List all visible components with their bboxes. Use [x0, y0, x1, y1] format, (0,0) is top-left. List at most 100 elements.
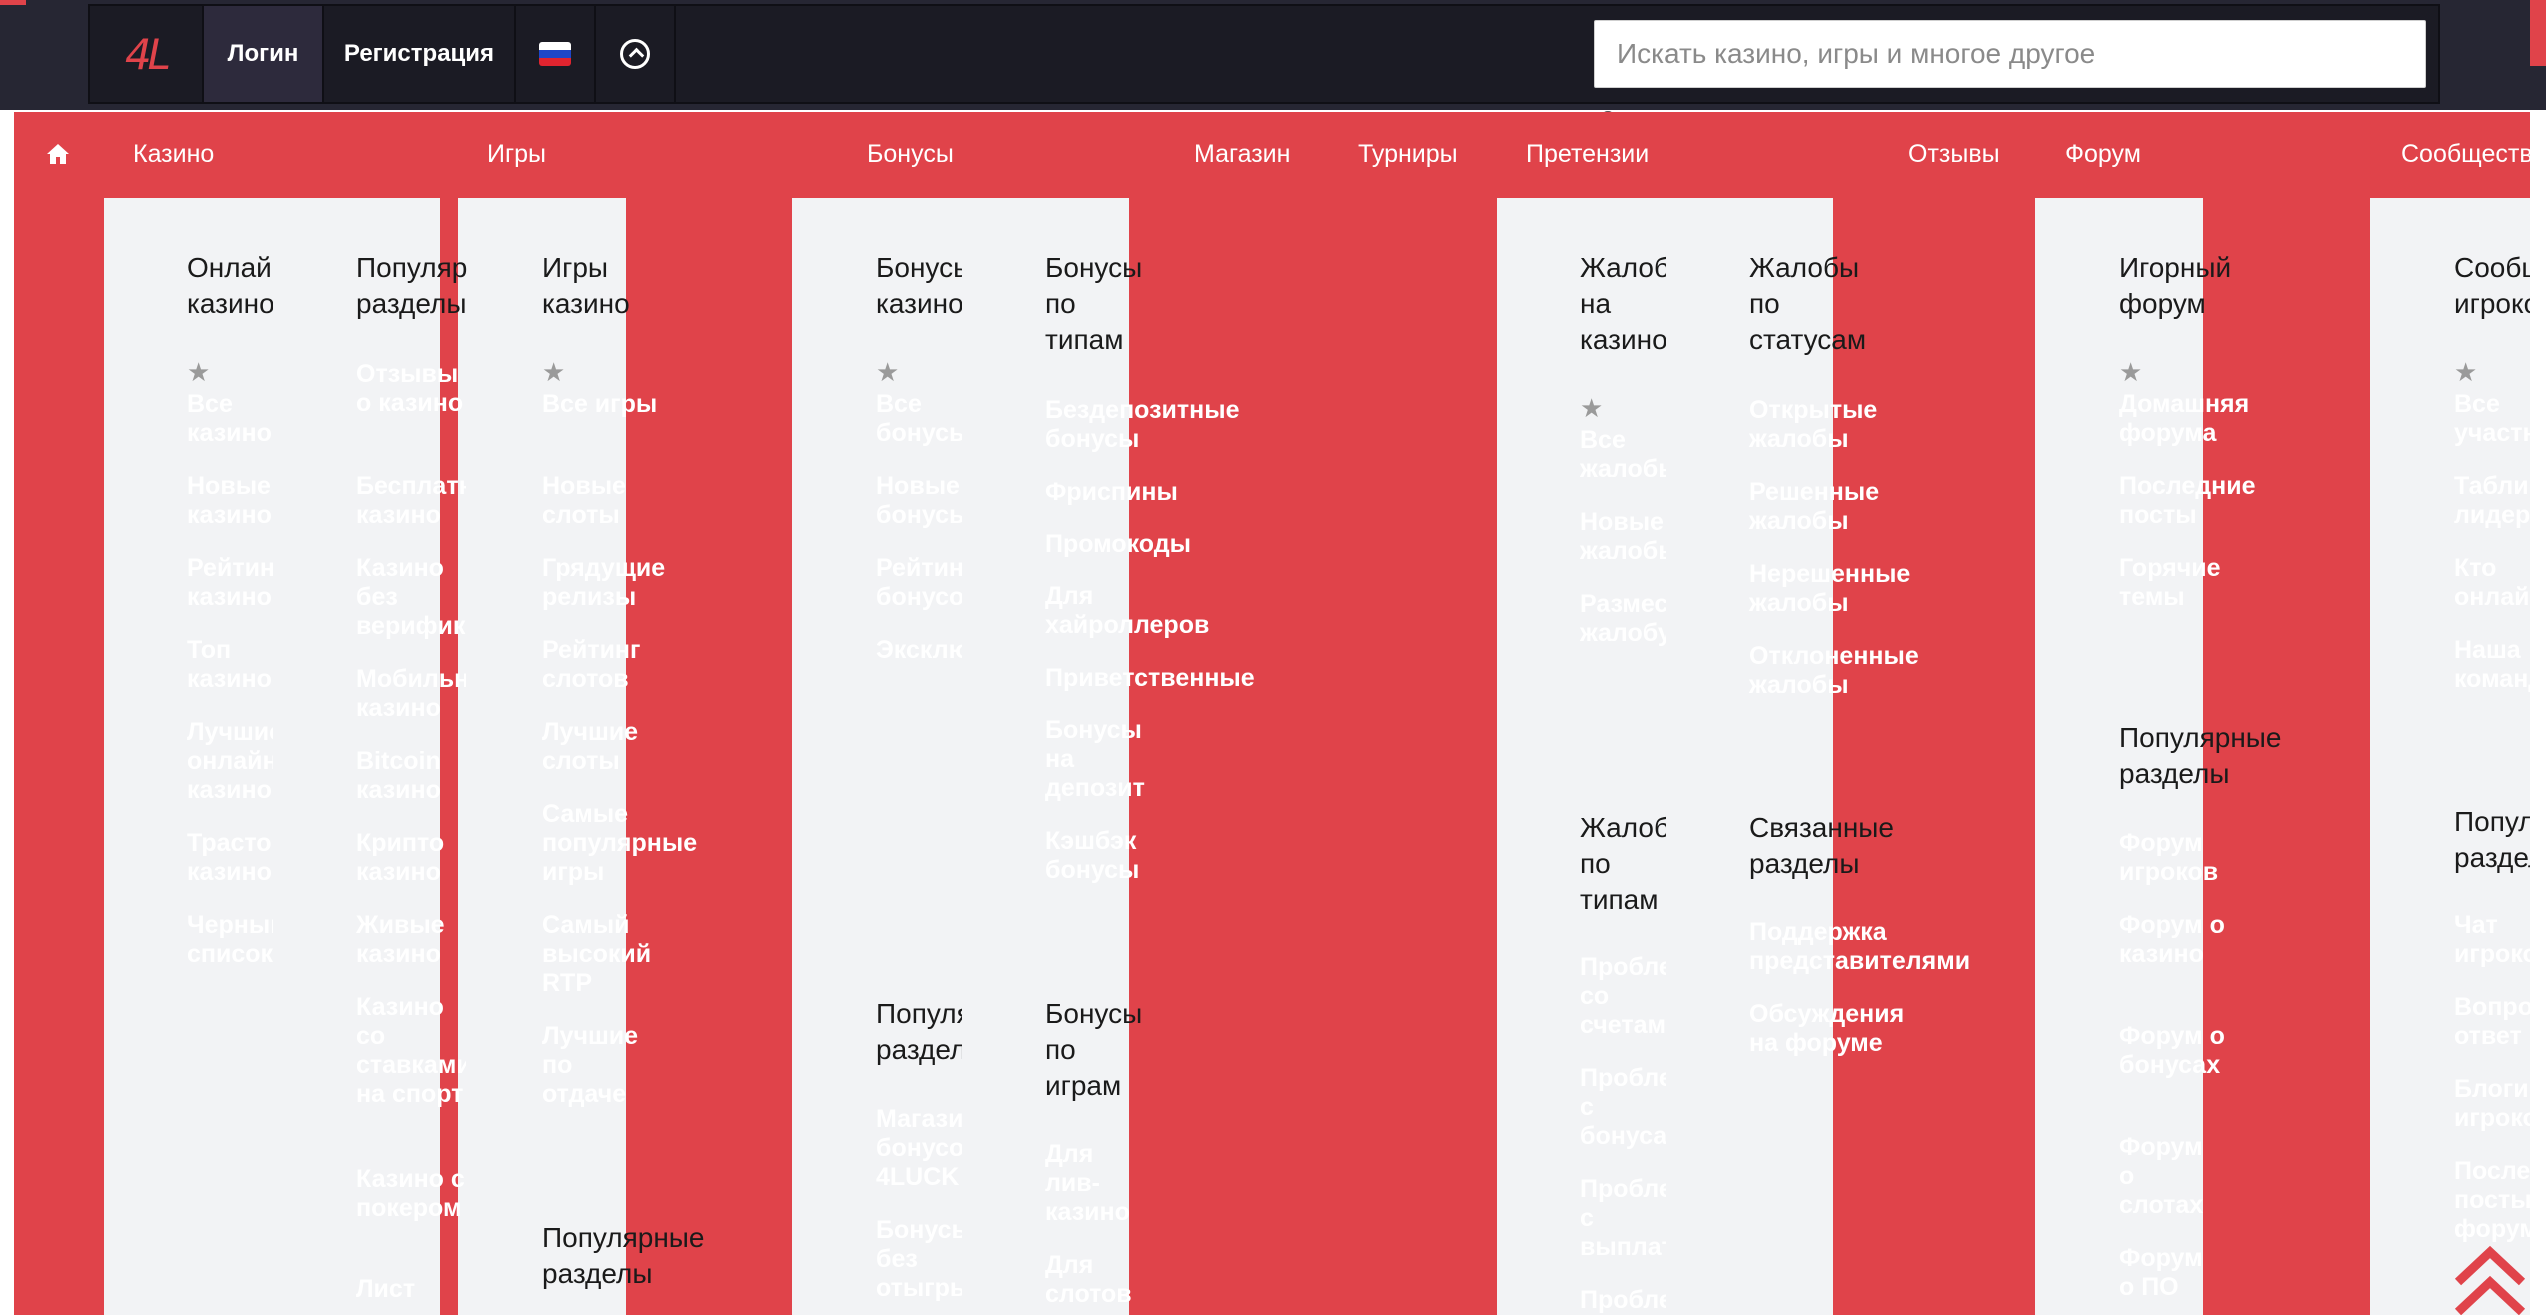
menu-link-bonus-forum[interactable]: Форум о бонусах	[2119, 1022, 2225, 1079]
menu-link-no-wager[interactable]: Бонусы без отыгрыша	[876, 1216, 962, 1302]
menu-link-welcome[interactable]: Приветственные	[1045, 664, 1255, 692]
russia-flag-icon	[539, 42, 571, 66]
menu-link-new-slots[interactable]: Новые слоты	[542, 472, 626, 529]
nav-tournaments[interactable]: Турниры	[1358, 140, 1458, 168]
forum-menu-panel	[2035, 198, 2203, 1315]
home-icon[interactable]	[46, 142, 70, 166]
menu-link-rep-support[interactable]: Поддержка представителями	[1749, 918, 1971, 975]
menu-link-latest-posts[interactable]: Последние посты	[2119, 472, 2256, 529]
menu-link-high-rollers[interactable]: Для хайроллеров	[1045, 582, 1210, 639]
menu-link-live[interactable]: Живые казино	[356, 911, 445, 968]
menu-link-bonus-issues[interactable]: Проблемы с бонусами	[1580, 1064, 1666, 1150]
menu-link-no-kyc[interactable]: Казино без верификации	[356, 554, 466, 640]
games-popular-title: Популярные разделы	[542, 1222, 705, 1289]
casino-col2-title: Популярные разделы	[356, 252, 468, 319]
complaints-menu-panel	[1497, 198, 1833, 1315]
menu-link-deposit-bonus[interactable]: Бонусы на депозит	[1045, 716, 1145, 802]
menu-link-qa[interactable]: Вопрос-ответ	[2454, 993, 2530, 1050]
star-icon: ★	[876, 358, 900, 388]
menu-link-free-spins[interactable]: Фриспины	[1045, 478, 1178, 506]
menu-link-bonus-rating[interactable]: Рейтинг бонусов	[876, 554, 962, 611]
menu-link-who-online[interactable]: Кто онлайн	[2454, 554, 2530, 611]
menu-link-new-casinos[interactable]: Новые казино	[187, 472, 272, 529]
menu-link-upcoming[interactable]: Грядущие релизы	[542, 554, 666, 611]
menu-link-new-bonuses[interactable]: Новые бонусы	[876, 472, 962, 529]
menu-link-rejected[interactable]: Отклоненные жалобы	[1749, 642, 1919, 699]
menu-link-bitcoin[interactable]: Bitcoin казино	[356, 747, 441, 804]
menu-link-payout-issues[interactable]: Проблемы с выплатами	[1580, 1175, 1666, 1261]
menu-link-forum-discussions[interactable]: Обсуждения на форуме	[1749, 1000, 1905, 1057]
menu-link-free-casinos[interactable]: Бесплатные казино	[356, 472, 466, 529]
menu-link-best-online[interactable]: Лучшие онлайн-казино	[187, 718, 273, 804]
menu-link-other-issues[interactable]: Проблемы	[1580, 1286, 1666, 1314]
menu-link-live-casino[interactable]: Для лив-казино	[1045, 1140, 1130, 1226]
menu-link-slot-rating[interactable]: Рейтинг слотов	[542, 636, 641, 693]
menu-link-unresolved[interactable]: Нерешенные жалобы	[1749, 560, 1911, 617]
menu-link-poker[interactable]: Казино с покером	[356, 1165, 465, 1222]
menu-link-best-slots[interactable]: Лучшие слоты	[542, 718, 639, 775]
menu-link-cashback[interactable]: Кэшбэк бонусы	[1045, 827, 1140, 884]
menu-link-for-slots[interactable]: Для слотов	[1045, 1251, 1132, 1308]
nav-community[interactable]: Сообщество	[2401, 140, 2546, 168]
menu-link-sports[interactable]: Казино со ставками на спорт	[356, 993, 466, 1108]
menu-link-forum-home[interactable]: Домашняя форума	[2119, 390, 2250, 447]
menu-link-new-complaints[interactable]: Новые жалобы	[1580, 508, 1666, 565]
menu-link-all-casinos[interactable]: Все казино	[187, 390, 272, 447]
nav-bonuses[interactable]: Бонусы	[867, 140, 954, 168]
search-input[interactable]	[1594, 20, 2426, 88]
star-icon: ★	[2454, 358, 2478, 388]
menu-link-mobile[interactable]: Мобильные казино	[356, 665, 466, 722]
site-logo[interactable]: 4L	[90, 6, 204, 102]
nav-casino[interactable]: Казино	[133, 140, 215, 168]
menu-link-submit-complaint[interactable]: Разместить жалобу	[1580, 590, 1666, 647]
nav-games[interactable]: Игры	[487, 140, 546, 168]
menu-link-highest-rtp[interactable]: Самый высокий RTP	[542, 911, 652, 997]
menu-link-all-members[interactable]: Все участники	[2454, 390, 2530, 447]
menu-link-most-popular[interactable]: Самые популярные игры	[542, 800, 698, 886]
login-button[interactable]: Логин	[204, 6, 324, 102]
nav-complaints[interactable]: Претензии	[1526, 140, 1650, 168]
menu-link-list[interactable]: Лист	[356, 1275, 416, 1303]
nav-shop[interactable]: Магазин	[1194, 140, 1291, 168]
menu-link-account-issues[interactable]: Проблемы со счетами	[1580, 953, 1666, 1039]
star-icon: ★	[187, 358, 211, 388]
menu-link-all-complaints[interactable]: Все жалобы	[1580, 426, 1666, 483]
collapse-toggle-button[interactable]	[596, 6, 676, 102]
forum-popular-title: Популярные разделы	[2119, 722, 2282, 789]
menu-link-crypto[interactable]: Крипто казино	[356, 829, 445, 886]
menu-link-resolved[interactable]: Решенные жалобы	[1749, 478, 1880, 535]
menu-link-player-forum[interactable]: Форум игроков	[2119, 829, 2219, 886]
menu-link-open-complaints[interactable]: Открытые жалобы	[1749, 396, 1878, 453]
nav-reviews[interactable]: Отзывы	[1908, 140, 2000, 168]
accent-strip	[2530, 0, 2546, 66]
menu-link-best-payout[interactable]: Лучшие по отдаче	[542, 1022, 639, 1108]
menu-link-all-games[interactable]: Все игры	[542, 390, 658, 418]
menu-link-blacklist[interactable]: Черный список	[187, 911, 273, 968]
menu-link-our-team[interactable]: Наша команда	[2454, 636, 2530, 693]
menu-link-slot-forum[interactable]: Форум о слотах	[2119, 1133, 2204, 1219]
menu-link-player-chat[interactable]: Чат игроков	[2454, 911, 2530, 968]
bonuses-menu-panel	[792, 198, 1129, 1315]
corner-accent	[0, 0, 26, 5]
menu-link-casino-rating[interactable]: Рейтинг казино	[187, 554, 273, 611]
menu-link-no-deposit[interactable]: Бездепозитные бонусы	[1045, 396, 1240, 453]
menu-link-all-bonuses[interactable]: Все бонусы	[876, 390, 962, 447]
menu-link-promo-codes[interactable]: Промокоды	[1045, 530, 1191, 558]
menu-link-top-casinos[interactable]: Топ казино	[187, 636, 272, 693]
menu-link-software-forum[interactable]: Форум о ПО	[2119, 1244, 2203, 1301]
menu-link-leaderboard[interactable]: Таблица лидеров	[2454, 472, 2530, 529]
menu-link-exclusive[interactable]: Эксклюзивные	[876, 636, 962, 664]
double-chevron-up-icon[interactable]	[2450, 1238, 2530, 1315]
menu-link-player-blogs[interactable]: Блоги игроков	[2454, 1075, 2530, 1132]
forum-col1-title: Игорный форум	[2119, 252, 2232, 319]
menu-link-bonus-shop[interactable]: Магазин бонусов 4LUCK	[876, 1105, 962, 1191]
menu-link-casino-forum[interactable]: Форум о казино	[2119, 911, 2225, 968]
register-button[interactable]: Регистрация	[324, 6, 516, 102]
menu-link-casino-reviews[interactable]: Отзывы о казино	[356, 360, 464, 417]
menu-link-latest-forum-posts[interactable]: Последние посты форума	[2454, 1157, 2530, 1243]
bonuses-col2-title: Бонусы по типам	[1045, 252, 1143, 355]
menu-link-trusted[interactable]: Трастовые казино	[187, 829, 273, 886]
menu-link-hot-topics[interactable]: Горячие темы	[2119, 554, 2221, 611]
language-selector[interactable]	[516, 6, 596, 102]
nav-forum[interactable]: Форум	[2065, 140, 2141, 168]
